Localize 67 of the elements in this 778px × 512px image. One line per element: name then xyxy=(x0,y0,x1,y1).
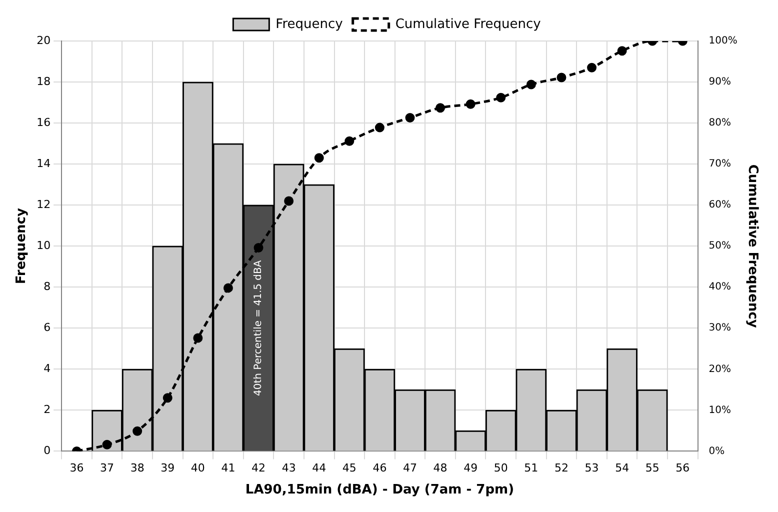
x-tick-label: 41 xyxy=(221,462,236,475)
y-tick-label: 8 xyxy=(44,280,51,293)
y-tick-label: 18 xyxy=(36,74,51,88)
x-tick-label: 49 xyxy=(464,462,478,475)
x-tick-label: 53 xyxy=(584,462,599,475)
point xyxy=(436,103,446,113)
point xyxy=(162,393,172,403)
x-tick-label: 45 xyxy=(342,462,356,475)
x-tick-label: 39 xyxy=(160,462,175,475)
x-tick-label: 52 xyxy=(554,462,568,475)
y2-tick-label: 60% xyxy=(708,200,732,211)
x-tick-label: 40 xyxy=(190,462,205,475)
x-tick-label: 51 xyxy=(524,462,538,475)
point xyxy=(102,440,112,450)
x-tick-label: 47 xyxy=(403,462,417,475)
y2-tick-label: 40% xyxy=(708,282,732,293)
y2-axis-title: Cumulative Frequency xyxy=(744,164,760,328)
point xyxy=(587,62,597,72)
x-tick-label: 37 xyxy=(100,462,114,475)
y2-tick-label: 70% xyxy=(708,158,732,170)
point xyxy=(496,92,506,102)
y2-tick-label: 80% xyxy=(708,118,732,129)
y-tick-label: 10 xyxy=(36,238,51,252)
point xyxy=(405,112,415,122)
y-tick-label: 12 xyxy=(36,198,51,211)
y2-tick-label: 90% xyxy=(708,76,732,88)
x-tick-label: 55 xyxy=(645,462,660,475)
point xyxy=(466,99,476,109)
x-tick-label: 56 xyxy=(676,462,690,475)
x-tick-label: 48 xyxy=(433,462,448,475)
x-tick-label: 50 xyxy=(494,462,508,475)
point xyxy=(254,242,264,252)
x-tick-label: 46 xyxy=(372,462,387,475)
y2-tick-label: 100% xyxy=(708,36,738,47)
y-tick-label: 16 xyxy=(36,116,51,129)
point xyxy=(223,283,233,293)
y2-tick-label: 0% xyxy=(708,446,725,457)
x-tick-label: 36 xyxy=(70,462,84,475)
point xyxy=(617,46,627,56)
annotation: 40th Percentile = 41.5 dBA xyxy=(253,260,264,396)
point xyxy=(374,122,384,132)
y-axis-title: Frequency xyxy=(14,208,30,284)
y2-tick-label: 10% xyxy=(708,404,732,416)
y-tick-label: 20 xyxy=(36,34,51,47)
y-tick-label: 6 xyxy=(44,321,51,334)
x-tick-label: 44 xyxy=(312,462,326,475)
y-tick-label: 14 xyxy=(36,156,51,170)
x-tick-label: 42 xyxy=(252,462,266,475)
legend-label: Frequency xyxy=(276,16,344,32)
point xyxy=(526,80,536,90)
x-tick-label: 38 xyxy=(130,462,144,475)
point xyxy=(344,136,354,146)
point xyxy=(556,72,566,82)
x-axis-title: LA90,15min (dBA) - Day (7am - 7pm) xyxy=(245,482,514,498)
y-tick-label: 2 xyxy=(44,403,51,416)
y2-tick-label: 30% xyxy=(708,322,732,334)
point xyxy=(284,196,294,206)
point xyxy=(132,426,142,436)
y2-tick-label: 50% xyxy=(708,240,732,252)
y-tick-label: 0 xyxy=(44,444,51,458)
x-tick-label: 43 xyxy=(282,462,296,475)
legend-label: Cumulative Frequency xyxy=(395,16,542,32)
point xyxy=(314,153,324,163)
point xyxy=(193,333,203,343)
x-tick-label: 54 xyxy=(615,462,630,475)
y2-tick-label: 20% xyxy=(708,364,732,375)
y-tick-label: 4 xyxy=(44,362,51,376)
